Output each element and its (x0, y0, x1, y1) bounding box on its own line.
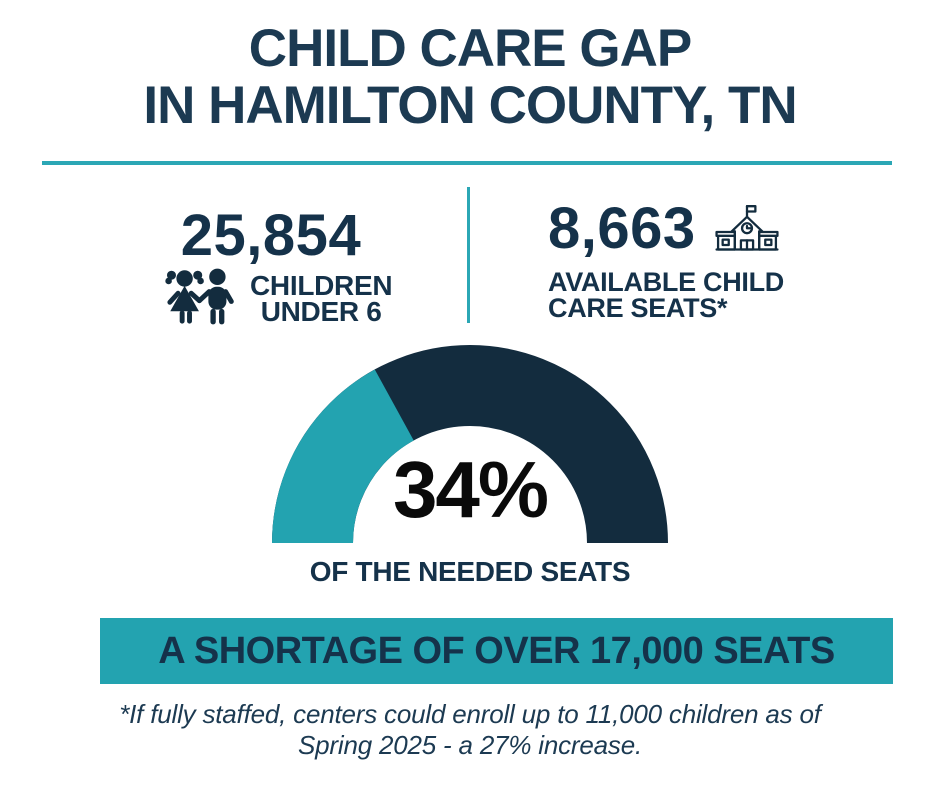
stat-children: CHILDREN UNDER 6 (160, 266, 393, 332)
stat-seats-value: 8,663 (548, 196, 696, 261)
stat-children-value: 25,854 (180, 203, 362, 268)
stat-seats-label-line-1: AVAILABLE CHILD (548, 267, 784, 297)
shortage-banner: A SHORTAGE OF OVER 17,000 SEATS (100, 618, 893, 684)
page-title: CHILD CARE GAP IN HAMILTON COUNTY, TN (0, 20, 940, 134)
school-icon (715, 205, 779, 251)
children-icon (165, 268, 234, 325)
stat-children-label: CHILDREN UNDER 6 (250, 270, 393, 327)
header-divider (42, 161, 892, 165)
stat-seats-label-line-2: CARE SEATS* (548, 293, 728, 323)
gauge-caption: OF THE NEEDED SEATS (309, 556, 631, 587)
stat-seats: 8,663 (548, 200, 782, 258)
stat-children-label-line-2: UNDER 6 (260, 296, 382, 327)
stats-divider (467, 187, 470, 323)
gauge-chart (272, 345, 668, 544)
gauge-center-label: 34% (392, 445, 549, 534)
title-line-2: IN HAMILTON COUNTY, TN (143, 76, 797, 135)
shortage-banner-text: A SHORTAGE OF OVER 17,000 SEATS (158, 629, 835, 672)
stat-children-label-line-1: CHILDREN (250, 270, 393, 301)
footnote-line-2: Spring 2025 - a 27% increase. (298, 730, 642, 760)
gauge-filled-arc (272, 345, 668, 544)
footnote-line-1: *If fully staffed, centers could enroll … (119, 699, 821, 729)
title-line-1: CHILD CARE GAP (248, 19, 692, 78)
footnote: *If fully staffed, centers could enroll … (0, 699, 940, 761)
stat-seats-label: AVAILABLE CHILD CARE SEATS* (548, 267, 784, 323)
